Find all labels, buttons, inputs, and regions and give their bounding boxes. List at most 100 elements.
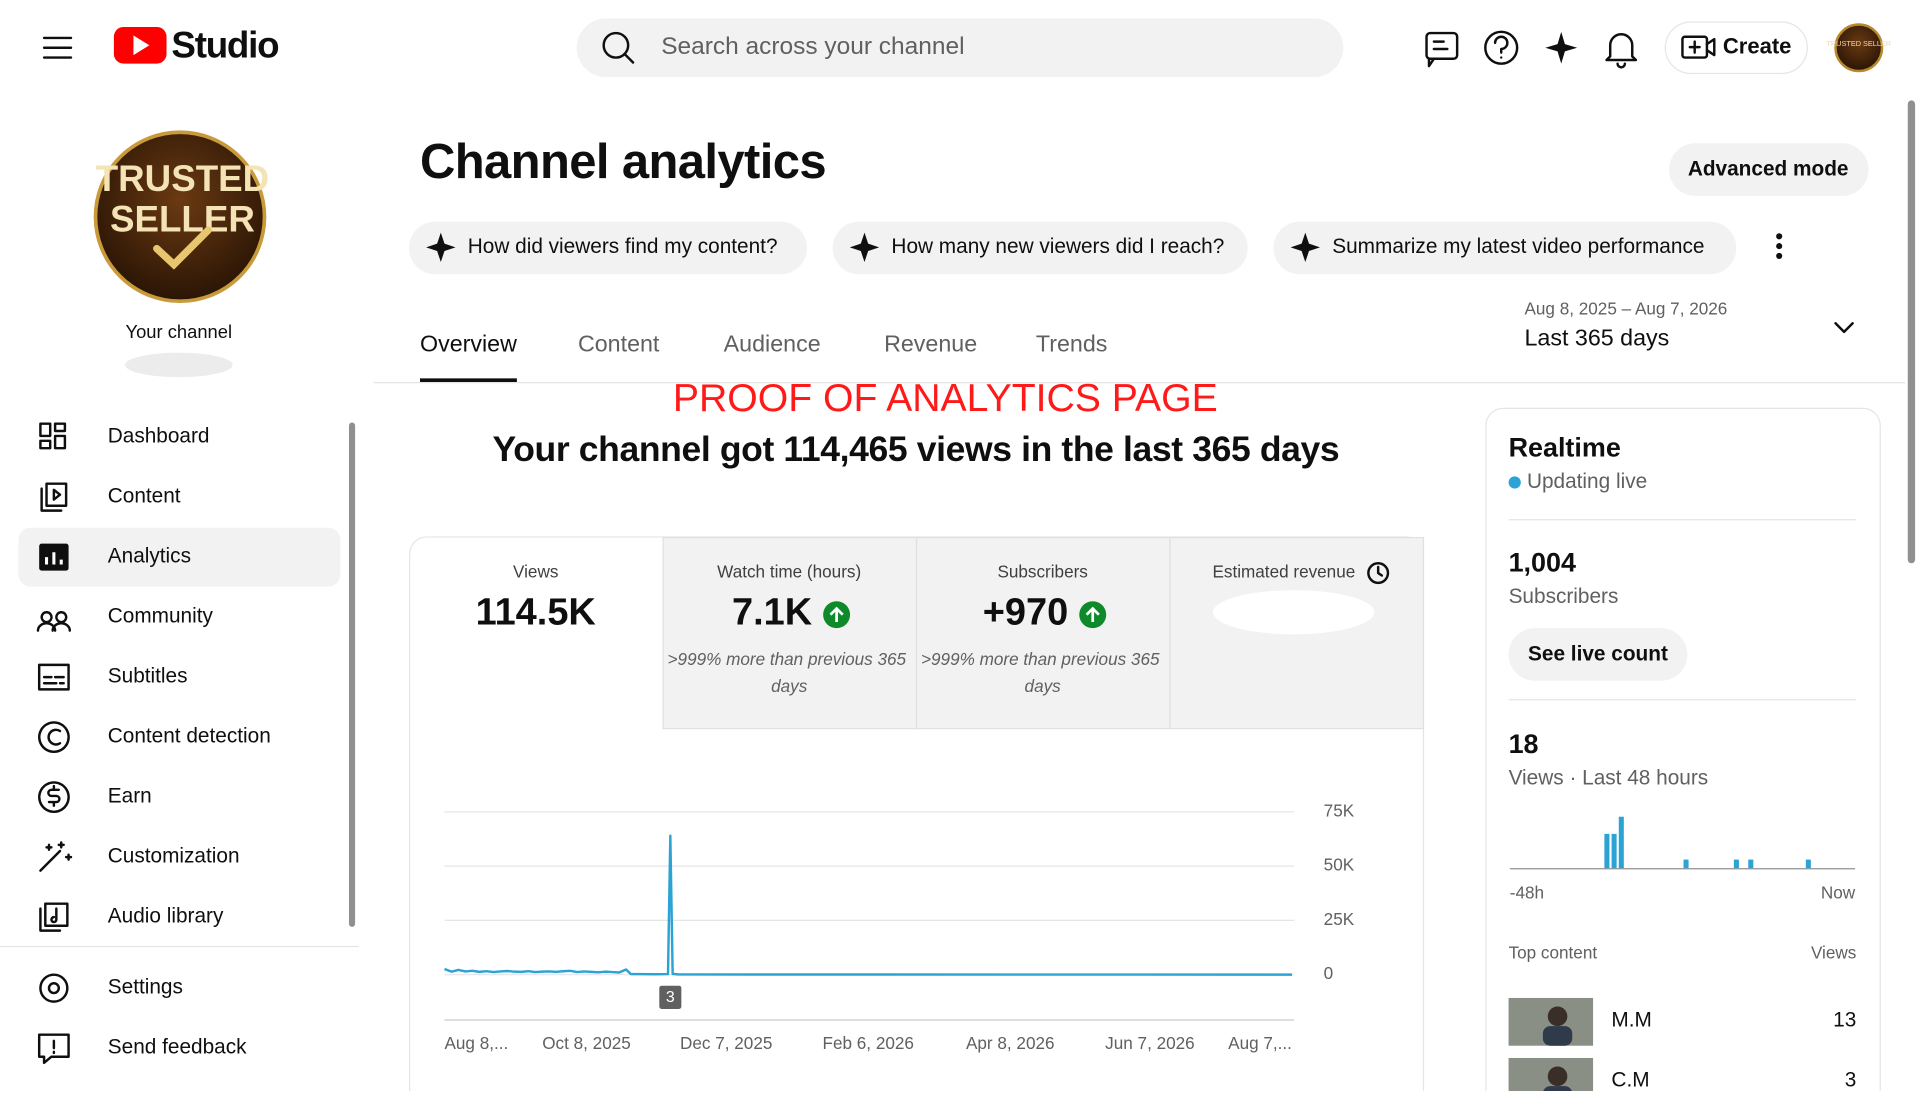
prompt-chip[interactable]: How many new viewers did I reach? bbox=[832, 221, 1248, 275]
prompt-chip[interactable]: How did viewers find my content? bbox=[408, 221, 807, 275]
nav-item[interactable]: Settings bbox=[39, 973, 183, 1003]
button-label: See live count bbox=[1528, 643, 1668, 666]
nav-icon bbox=[38, 721, 70, 753]
chip-icon bbox=[849, 232, 880, 263]
nav-icon bbox=[39, 973, 69, 1003]
nav-active-bg bbox=[18, 527, 341, 587]
metric-label: Watch time (hours) bbox=[717, 562, 861, 582]
nav-item[interactable]: Audio library bbox=[39, 902, 224, 932]
tab[interactable]: Audience bbox=[724, 330, 821, 356]
nav-label: Customization bbox=[108, 845, 240, 868]
thumbnail-figure bbox=[1547, 1066, 1568, 1087]
sidebar-nav: Dashboard Content Analytics Community Subtit… bbox=[18, 422, 341, 1065]
thumbnail-figure bbox=[1547, 1006, 1568, 1027]
bar bbox=[1604, 833, 1610, 869]
nav-item[interactable]: Community bbox=[36, 605, 214, 632]
y-tick-label: 50K bbox=[1324, 855, 1355, 875]
nav-item[interactable]: Content bbox=[40, 482, 181, 512]
page-scrollbar bbox=[1907, 100, 1916, 564]
redacted-name bbox=[124, 352, 233, 378]
metric-bg bbox=[915, 536, 1171, 730]
more-menu[interactable] bbox=[1776, 233, 1783, 259]
channel-label: Your channel bbox=[126, 321, 233, 342]
help-icon[interactable] bbox=[1484, 30, 1519, 65]
subscriber-count: 1,004 bbox=[1509, 548, 1576, 578]
tab[interactable]: Content bbox=[578, 330, 660, 356]
chip-label: How did viewers find my content? bbox=[468, 235, 778, 258]
annotation-marker bbox=[659, 985, 682, 1009]
nav-item[interactable]: Content detection bbox=[38, 721, 271, 753]
create-button[interactable]: Create bbox=[1664, 21, 1808, 75]
nav-item[interactable]: Earn bbox=[38, 781, 152, 813]
metric-tab[interactable]: Views 114.5K bbox=[476, 562, 597, 634]
tabs: Overview Content Audience Revenue Trends bbox=[420, 330, 1108, 383]
views-label: Views · Last 48 hours bbox=[1509, 766, 1709, 789]
metric-label: Subscribers bbox=[997, 562, 1087, 582]
nav-item[interactable]: Analytics bbox=[18, 527, 341, 587]
metric-note: >999% more than previous 365 days bbox=[921, 649, 1164, 696]
top-content-item[interactable]: M.M 13 bbox=[1508, 997, 1857, 1046]
y-tick-label: 75K bbox=[1324, 800, 1355, 820]
prompt-chip[interactable]: Summarize my latest video performance bbox=[1273, 221, 1737, 275]
nav-item[interactable]: Dashboard bbox=[39, 422, 210, 450]
nav-icon bbox=[47, 982, 61, 995]
nav-icon bbox=[39, 902, 69, 932]
realtime-title: Realtime bbox=[1509, 432, 1621, 462]
video-views: 3 bbox=[1845, 1069, 1857, 1091]
channel-avatar[interactable]: TRUSTED SELLER bbox=[93, 130, 270, 304]
metric-value: 114.5K bbox=[476, 592, 597, 634]
bar bbox=[1611, 833, 1617, 869]
y-tick-label: 0 bbox=[1324, 963, 1334, 983]
tab[interactable]: Revenue bbox=[884, 330, 977, 356]
search-box[interactable]: Search across your channel bbox=[576, 18, 1344, 78]
subscriber-label: Subscribers bbox=[1509, 585, 1619, 608]
bar bbox=[1805, 859, 1811, 869]
nav-item[interactable]: Subtitles bbox=[37, 663, 188, 691]
x-tick-label: Jun 7, 2026 bbox=[1105, 1033, 1195, 1053]
nav-label: Settings bbox=[108, 976, 183, 999]
chip-label: How many new viewers did I reach? bbox=[891, 235, 1224, 258]
menu-button[interactable] bbox=[42, 36, 73, 59]
advanced-mode-button[interactable]: Advanced mode bbox=[1668, 143, 1869, 196]
metric-tab[interactable]: Subscribers +970 >999% more than previous … bbox=[915, 536, 1171, 730]
nav-label: Dashboard bbox=[108, 425, 210, 448]
metric-tab[interactable]: Watch time (hours) 7.1K >999% more than pr… bbox=[662, 536, 918, 730]
x-tick-label: Now bbox=[1821, 882, 1856, 902]
nav-item[interactable]: Customization bbox=[39, 841, 240, 872]
chip-icon bbox=[1290, 232, 1320, 263]
y-tick-label: 25K bbox=[1324, 909, 1355, 929]
x-tick-label: Aug 8,... bbox=[444, 1033, 508, 1053]
feedback-icon[interactable] bbox=[1425, 31, 1459, 68]
logo[interactable]: Studio bbox=[113, 24, 280, 65]
metric-tab[interactable]: Estimated revenue bbox=[1169, 536, 1425, 730]
nav-label: Analytics bbox=[108, 545, 191, 568]
chip-icon bbox=[426, 232, 456, 263]
info-icon bbox=[1367, 562, 1390, 585]
metric-note: >999% more than previous 365 days bbox=[668, 649, 911, 696]
metric-value: +970 bbox=[983, 592, 1068, 634]
avatar-line: TRUSTED bbox=[96, 158, 269, 199]
nav-item[interactable]: Send feedback bbox=[37, 1033, 247, 1065]
x-tick-label: Apr 8, 2026 bbox=[966, 1033, 1055, 1053]
account-avatar[interactable]: TRUSTED SELLER bbox=[1826, 23, 1891, 73]
notifications-icon[interactable] bbox=[1605, 33, 1638, 69]
top-content-label: Top content bbox=[1509, 942, 1598, 962]
thumbnail-figure bbox=[1542, 1086, 1573, 1097]
annotation: PROOF OF ANALYTICS PAGE bbox=[673, 377, 1218, 420]
ai-icon[interactable] bbox=[1545, 31, 1578, 64]
avatar-text: TRUSTED SELLER bbox=[1826, 39, 1891, 48]
see-live-count-button[interactable]: See live count bbox=[1508, 628, 1688, 681]
tab-indicator bbox=[420, 378, 517, 383]
tab[interactable]: Trends bbox=[1036, 330, 1108, 356]
date-picker[interactable]: Aug 8, 2025 – Aug 7, 2026 Last 365 days bbox=[1524, 298, 1854, 350]
nav-label: Community bbox=[108, 605, 214, 628]
tab[interactable]: Overview bbox=[420, 330, 517, 356]
logo-text: Studio bbox=[171, 24, 278, 65]
video-views: 13 bbox=[1833, 1009, 1856, 1032]
nav-label: Content detection bbox=[108, 725, 271, 748]
period: Last 365 days bbox=[1524, 324, 1669, 350]
live-dot bbox=[1508, 476, 1521, 489]
